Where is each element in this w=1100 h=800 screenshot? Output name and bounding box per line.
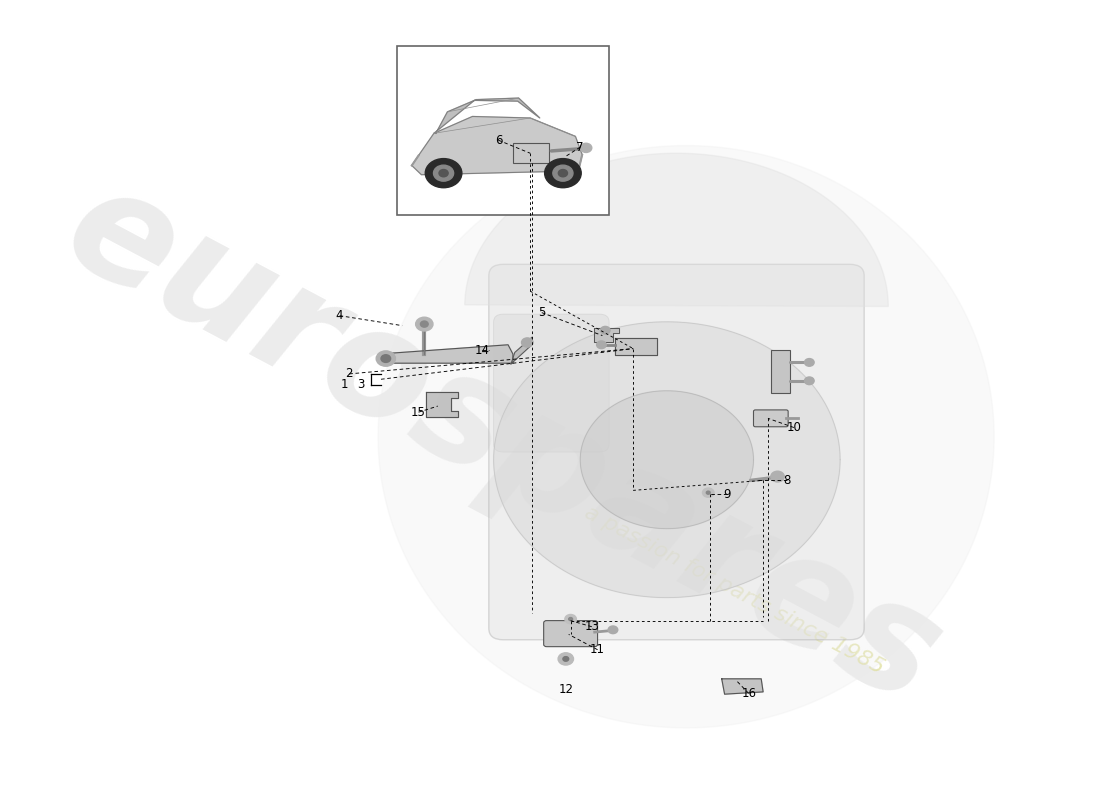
Circle shape [559,170,568,177]
Text: 6: 6 [495,134,503,146]
Polygon shape [426,392,458,417]
Circle shape [433,165,453,181]
Circle shape [771,471,784,482]
Text: eurospares: eurospares [42,152,965,737]
Polygon shape [594,328,618,342]
Text: 5: 5 [538,306,546,319]
Circle shape [569,618,572,621]
Polygon shape [433,98,540,134]
Circle shape [376,351,395,366]
Text: 7: 7 [576,141,584,154]
Circle shape [804,358,814,366]
Circle shape [426,158,462,188]
Text: 14: 14 [474,344,490,357]
Circle shape [596,341,606,349]
Bar [513,143,549,163]
Circle shape [416,318,433,331]
Circle shape [580,143,592,153]
Polygon shape [722,679,763,694]
Text: 12: 12 [559,683,573,696]
Circle shape [601,326,610,334]
FancyBboxPatch shape [754,410,788,426]
Text: 9: 9 [723,488,730,501]
Circle shape [553,165,573,181]
Text: 10: 10 [786,421,802,434]
Circle shape [558,653,573,665]
Circle shape [439,170,448,177]
Polygon shape [494,322,840,598]
Polygon shape [379,345,513,363]
Polygon shape [510,337,532,364]
Text: 8: 8 [783,474,791,487]
Text: a passion for parts since 1985: a passion for parts since 1985 [581,502,888,678]
Circle shape [804,377,814,385]
Text: 15: 15 [411,406,426,418]
Text: 16: 16 [741,687,756,700]
Text: 3: 3 [358,378,364,391]
FancyBboxPatch shape [494,314,609,452]
Text: 2: 2 [345,367,353,380]
Text: 11: 11 [590,643,605,656]
Bar [397,46,609,214]
Text: 1: 1 [341,378,349,391]
Circle shape [521,338,534,347]
Polygon shape [411,117,582,174]
Polygon shape [465,154,888,306]
Circle shape [544,158,581,188]
Circle shape [564,614,576,624]
FancyBboxPatch shape [543,621,597,646]
Circle shape [563,657,569,662]
Circle shape [703,488,714,498]
Polygon shape [378,146,994,728]
Circle shape [420,321,428,327]
Circle shape [608,626,618,634]
Polygon shape [615,338,657,354]
Circle shape [381,354,390,362]
Text: 4: 4 [336,309,343,322]
Circle shape [706,491,711,494]
Text: 13: 13 [584,620,600,634]
Polygon shape [580,390,754,529]
FancyBboxPatch shape [488,264,865,640]
Bar [771,350,790,393]
